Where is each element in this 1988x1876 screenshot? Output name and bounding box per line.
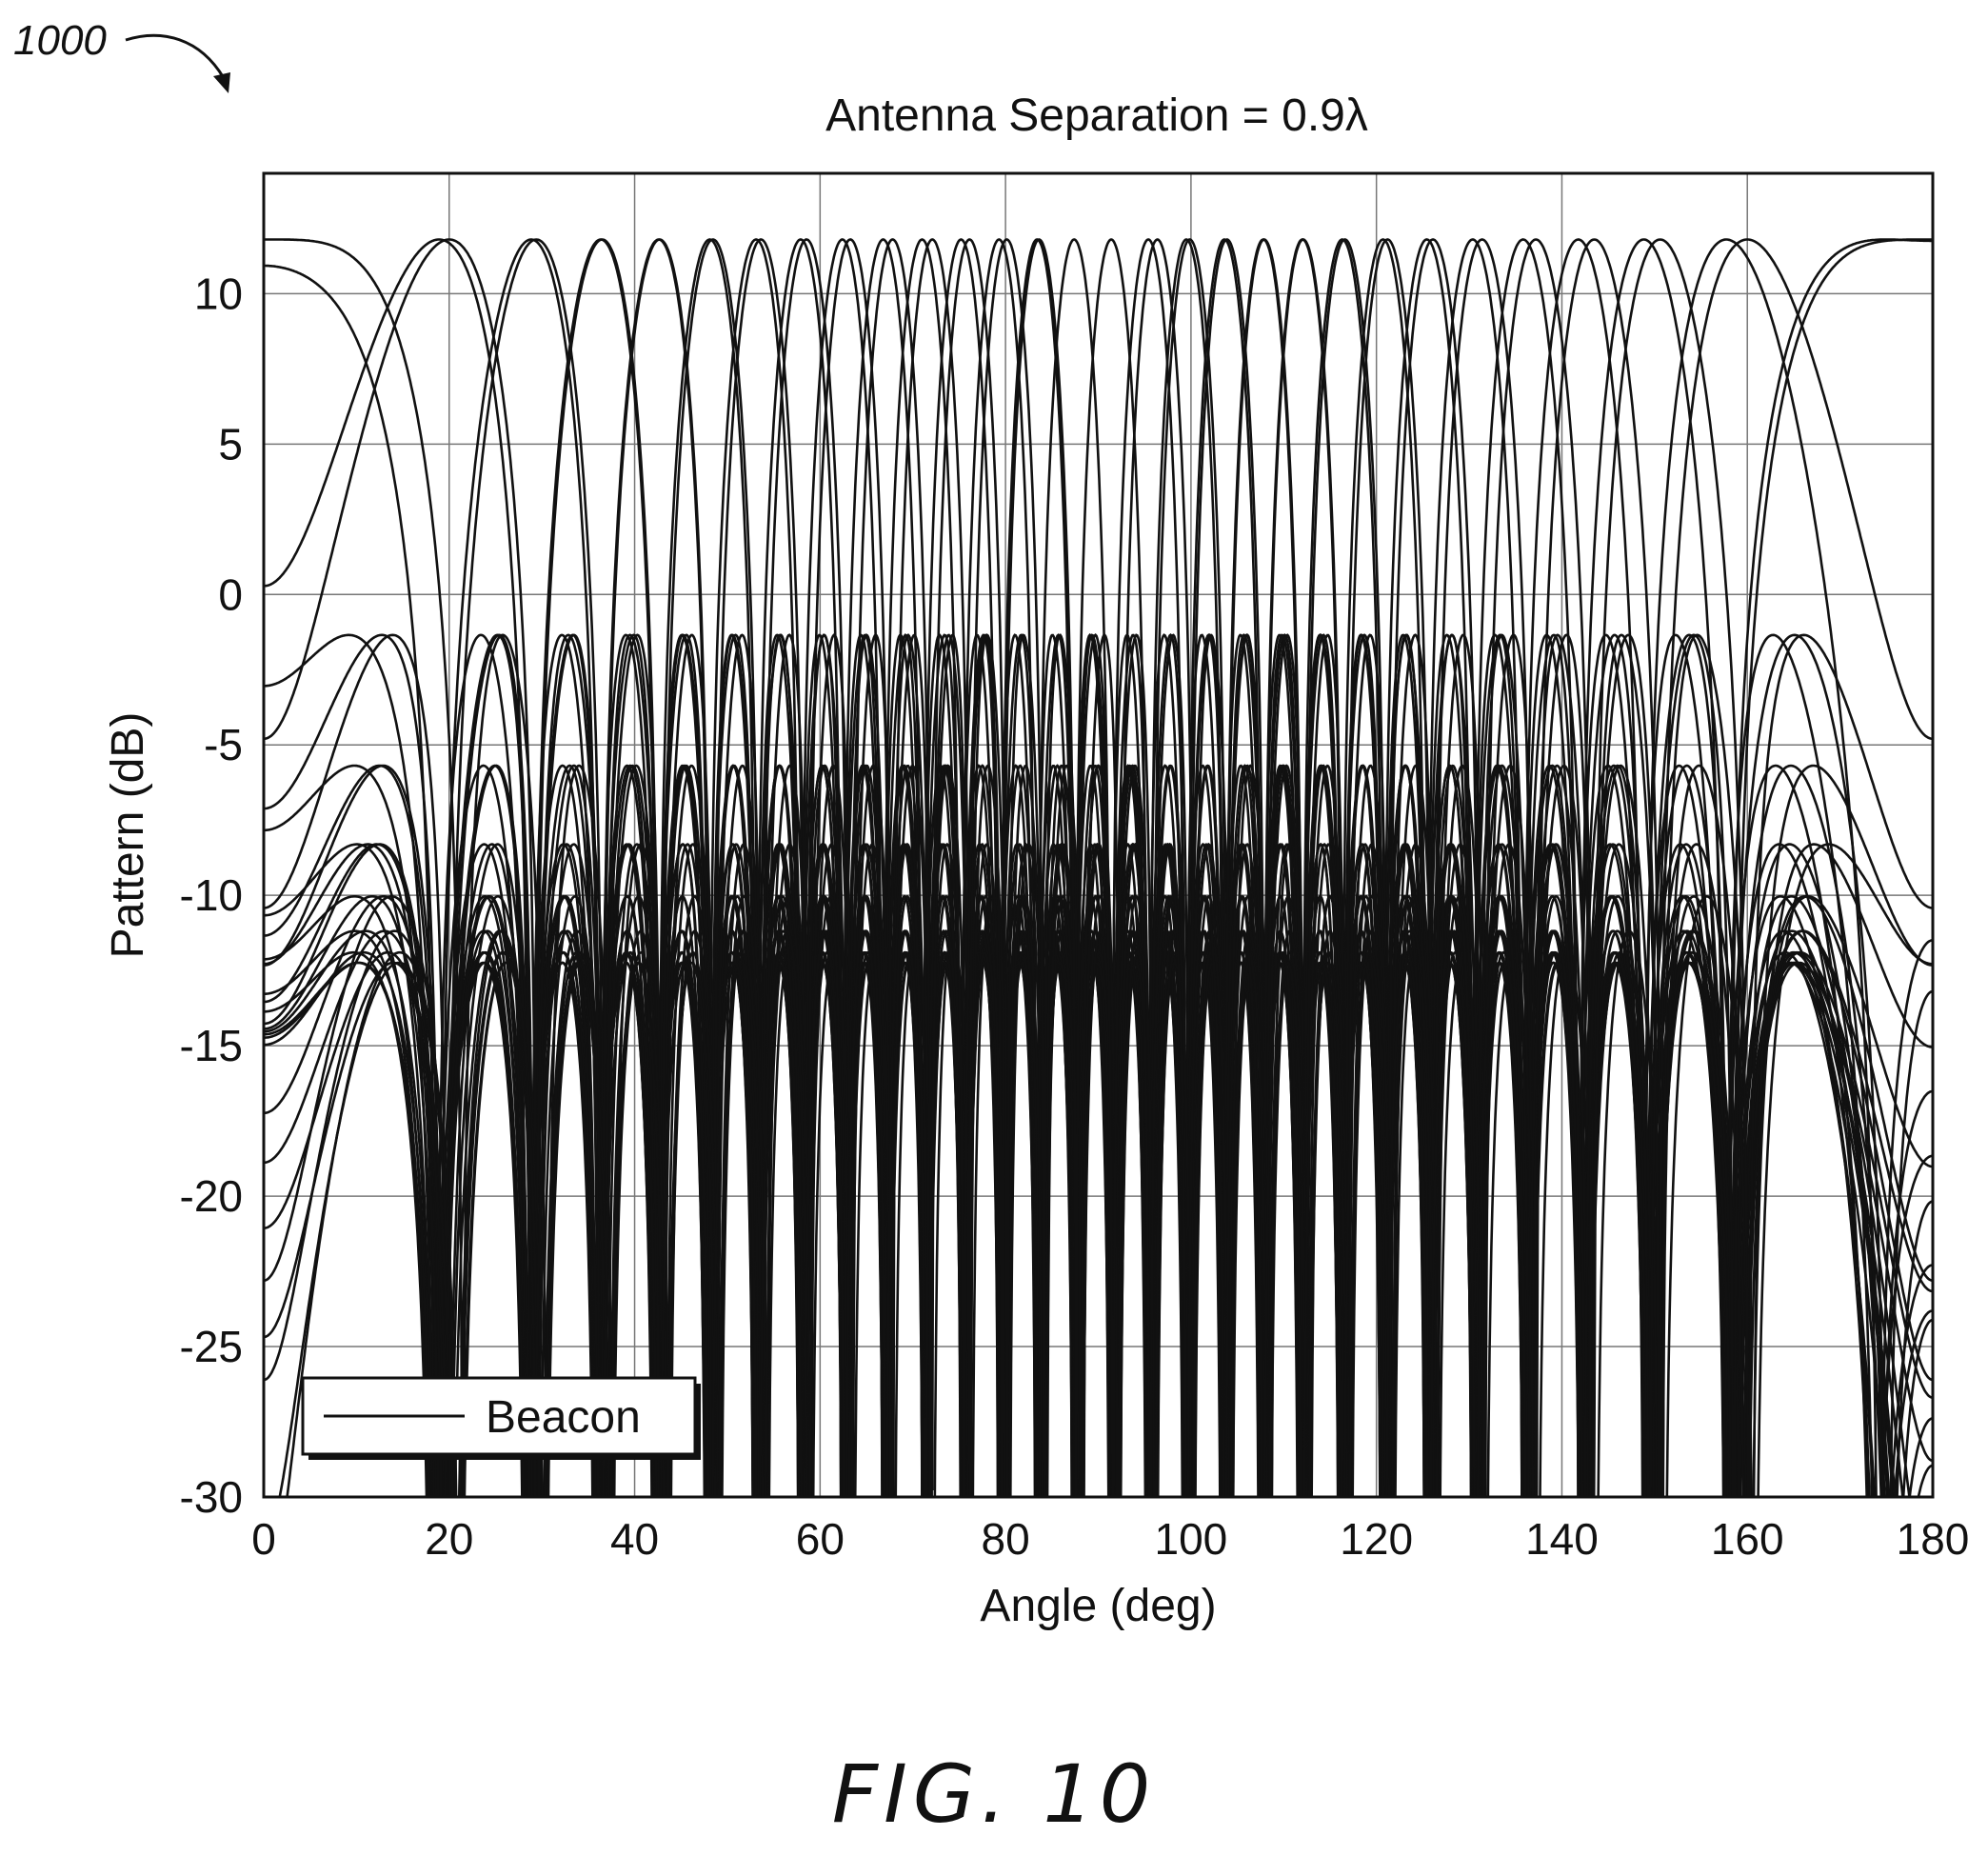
x-tick-label: 80 [982,1514,1030,1564]
series-beacon [264,238,1933,1497]
beam-pattern-line-29 [264,238,1933,1497]
chart: Antenna Separation = 0.9λ 0 20 40 60 80 100 12… [103,90,1970,1631]
beam-pattern-line-27 [264,238,1933,1497]
reference-arrow-icon [125,33,230,93]
y-tick-label: 10 [194,269,243,318]
x-tick-label: 180 [1897,1514,1970,1564]
legend-label: Beacon [486,1392,641,1443]
y-tick-label: -5 [204,720,243,769]
beam-pattern-line-16 [264,238,1933,1497]
x-tick-label: 100 [1155,1514,1228,1564]
y-tick-label: -20 [180,1171,243,1221]
x-tick-label: 160 [1711,1514,1784,1564]
y-tick-label: -25 [180,1322,243,1371]
x-axis-label: Angle (deg) [980,1581,1216,1631]
beam-pattern-line-28 [264,238,1933,1497]
y-tick-label: 5 [218,419,243,469]
beam-pattern-line-26 [286,238,1933,1497]
y-tick-label: 0 [218,569,243,619]
chart-title: Antenna Separation = 0.9λ [825,90,1368,141]
figure-reference-numeral: 1000 [13,17,107,64]
x-tick-label: 20 [425,1514,473,1564]
y-tick-label: -30 [180,1472,243,1522]
plot-frame [262,171,1935,1499]
y-tick-label: -10 [180,870,243,920]
beam-pattern-line-24 [264,238,1933,1497]
legend: Beacon [301,1376,701,1460]
y-axis-label: Pattern (dB) [103,712,153,959]
x-tick-label: 60 [796,1514,845,1564]
x-tick-label: 40 [610,1514,659,1564]
x-tick-label: 140 [1525,1514,1599,1564]
x-tick-label: 120 [1340,1514,1413,1564]
x-tick-label: 0 [251,1514,276,1564]
tick-labels: 0 20 40 60 80 100 120 140 160 180 10 5 0 -5 -10 -15 -20 -… [180,269,1970,1564]
figure-caption: FIG. 10 [831,1747,1157,1841]
y-tick-label: -15 [180,1021,243,1070]
